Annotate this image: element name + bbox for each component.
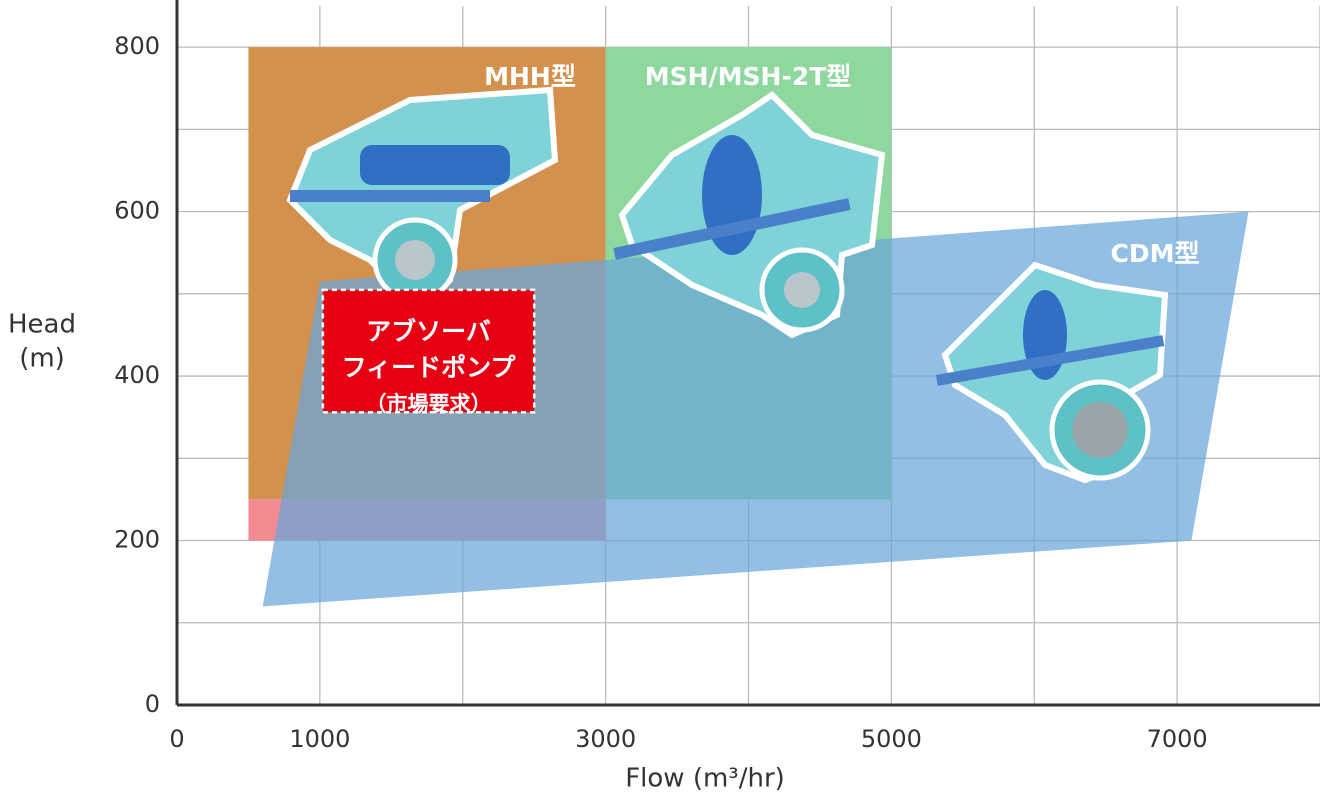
x-axis-label: Flow (m³/hr) bbox=[625, 764, 785, 794]
annotation-text: （市場要求） bbox=[366, 392, 492, 416]
region-label: CDM型 bbox=[1111, 239, 1200, 268]
x-tick-label: 5000 bbox=[861, 725, 922, 753]
pump-illustration bbox=[286, 86, 559, 304]
region-label: MHH型 bbox=[484, 62, 576, 91]
annotation-box bbox=[321, 288, 536, 414]
y-tick-label: 0 bbox=[145, 690, 160, 718]
annotation-text: フィードポンプ bbox=[342, 353, 517, 382]
x-tick-label: 3000 bbox=[575, 725, 636, 753]
axes: 0 200 400 600 800 0 1000 3000 5000 7000 Flow (m³/h… bbox=[8, 0, 1320, 794]
region-label: MSH/MSH-2T型 bbox=[645, 62, 852, 91]
y-axis-label: Head bbox=[8, 310, 76, 340]
y-tick-label: 400 bbox=[114, 361, 160, 389]
y-axis-label: (m) bbox=[19, 344, 65, 374]
y-tick-label: 600 bbox=[114, 197, 160, 225]
x-tick-label: 7000 bbox=[1147, 725, 1208, 753]
x-tick-label: 1000 bbox=[289, 725, 350, 753]
pump-illustration bbox=[613, 91, 886, 339]
pump-illustration bbox=[935, 261, 1169, 484]
y-tick-label: 200 bbox=[114, 526, 160, 554]
x-tick-label: 0 bbox=[169, 725, 184, 753]
annotation-text: アブソーバ bbox=[366, 317, 491, 346]
y-tick-label: 800 bbox=[114, 32, 160, 60]
pump-illustrations bbox=[286, 86, 1169, 484]
